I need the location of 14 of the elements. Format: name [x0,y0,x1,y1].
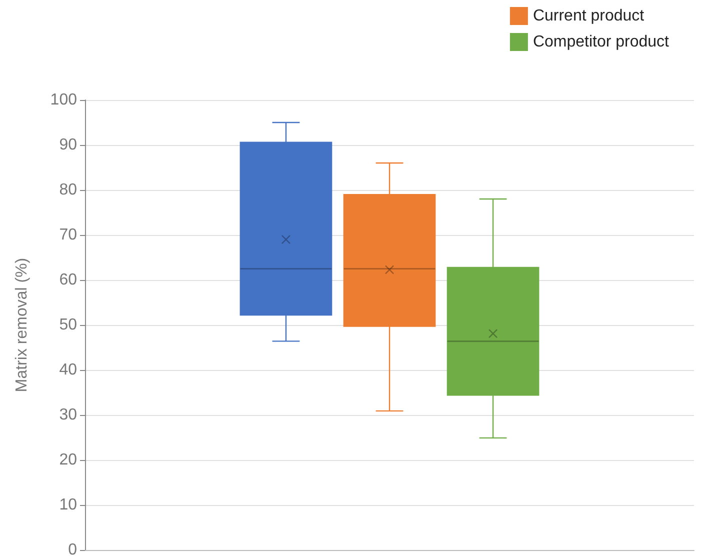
y-tick-label: 50 [59,316,78,334]
legend-label: Competitor product [532,34,670,50]
y-tick-label: 0 [68,542,78,558]
y-axis-title: Matrix removal (%) [14,258,30,392]
legend-label: Current product [532,8,645,24]
y-tick-label: 90 [59,136,78,154]
y-tick-label: 40 [59,362,78,378]
y-tick-label: 80 [59,182,78,198]
y-tick-label: 30 [59,406,78,424]
y-tick-label: 60 [59,272,78,288]
y-tick-label: 20 [59,452,78,468]
y-tick-label: 100 [50,92,78,108]
y-tick-label: 10 [59,496,78,514]
y-tick-label: 70 [59,226,78,244]
